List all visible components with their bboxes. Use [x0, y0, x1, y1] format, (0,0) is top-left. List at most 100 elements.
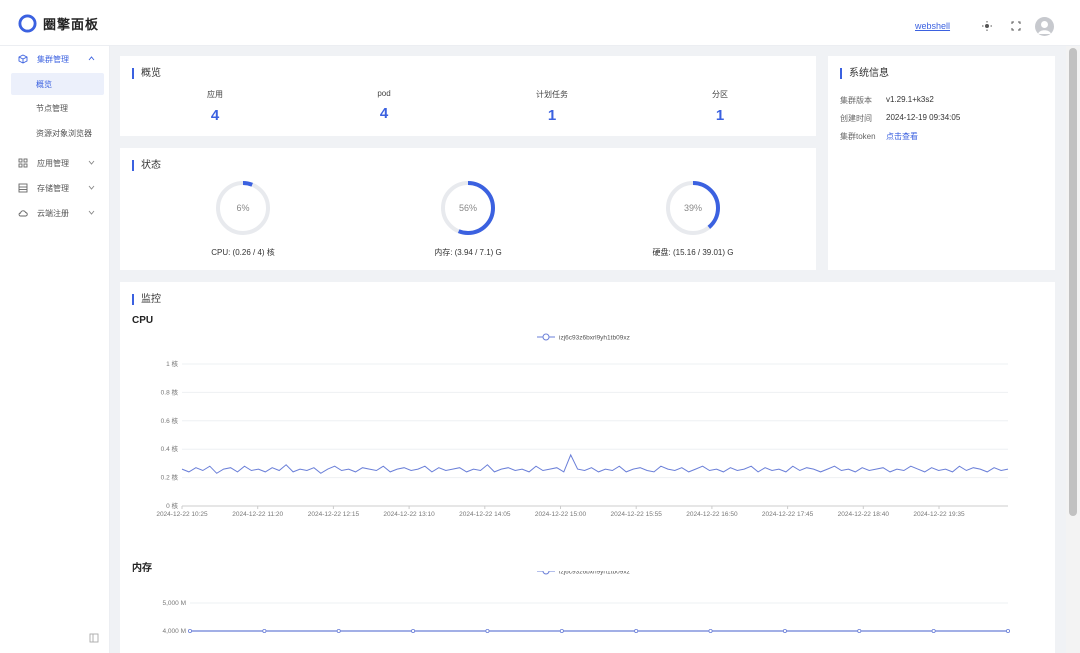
data-point [857, 629, 862, 634]
x-tick-label: 2024-12-22 18:40 [838, 511, 890, 517]
sidebar-group-cloud[interactable]: 云端注册 [11, 202, 104, 224]
gauge-percent: 6% [236, 203, 249, 213]
x-tick-label: 2024-12-22 19:35 [913, 511, 965, 517]
sidebar-item-overview[interactable]: 概览 [11, 73, 104, 95]
version-value: v1.29.1+k3s2 [886, 95, 934, 104]
overview-label: 分区 [712, 90, 728, 99]
data-point [485, 629, 490, 634]
overview-label: 计划任务 [536, 90, 568, 99]
cpu-chart: izj6c93z6bxrl9yh1tb09xz 1 核 0.8 核 0.6 核 0.4 … [156, 333, 1009, 517]
series-line [181, 453, 1009, 474]
y-tick-label: 4,000 M [163, 628, 187, 635]
data-point [262, 629, 267, 634]
y-tick-label: 0.6 核 [161, 416, 179, 425]
overview-label: pod [377, 89, 391, 98]
webshell-link[interactable]: webshell [915, 21, 951, 31]
collapse-sidebar-icon[interactable] [89, 633, 99, 643]
x-tick-label: 2024-12-22 11:20 [232, 511, 283, 517]
overview-item-apps[interactable]: 应用 4 [125, 89, 305, 124]
top-header: 圈擎面板 webshell [0, 0, 1080, 46]
sidebar-group-cluster[interactable]: 集群管理 [11, 48, 104, 70]
overview-value: 4 [379, 105, 389, 122]
sysinfo-token-row: 集群token 点击查看 [840, 131, 918, 142]
overview-label: 应用 [207, 90, 223, 99]
logo-icon [18, 14, 37, 33]
data-point [1006, 629, 1011, 634]
gauge-progress-arc [666, 181, 720, 235]
cube-icon [18, 54, 28, 64]
x-tick-label: 2024-12-22 15:55 [611, 511, 663, 517]
sidebar-group-apps[interactable]: 应用管理 [11, 152, 104, 174]
memory-chart-title: 内存 [132, 563, 152, 574]
theme-toggle-icon[interactable] [981, 20, 993, 32]
sidebar-group-storage[interactable]: 存储管理 [11, 177, 104, 199]
overview-value: 1 [715, 107, 725, 124]
gauge-progress-arc [441, 181, 495, 235]
disk-gauge: 39% [666, 181, 720, 235]
y-tick-label: 0.4 核 [161, 444, 179, 453]
page-scrollbar[interactable] [1066, 46, 1080, 653]
gauge-percent: 56% [459, 203, 477, 213]
y-tick-label: 5,000 M [163, 600, 187, 607]
cpu-chart-title: CPU [132, 315, 154, 326]
gauge-percent: 39% [684, 203, 702, 213]
data-point [559, 629, 564, 634]
memory-chart: izj6c93z6bxrl9yh1tb09xz 5,000 M 4,000 M [163, 571, 1011, 635]
legend-marker [542, 571, 550, 575]
sidebar: 集群管理 概览 节点管理 资源对象浏览器 应用管理 存储管理 云端注册 [0, 46, 110, 653]
data-point [931, 629, 936, 634]
y-tick-label: 1 核 [166, 359, 178, 368]
cpu-caption: CPU: (0.26 / 4) 核 [211, 248, 275, 257]
x-tick-label: 2024-12-22 13:10 [383, 511, 435, 517]
sysinfo-card: 系统信息 集群版本 v1.29.1+k3s2 创建时间 2024-12-19 0… [828, 56, 1055, 270]
sidebar-group-label: 存储管理 [37, 183, 69, 193]
y-tick-label: 0 核 [166, 501, 178, 510]
overview-item-cronjobs[interactable]: 计划任务 1 [462, 89, 642, 124]
token-label: 集群token [840, 132, 876, 141]
created-label: 创建时间 [840, 114, 872, 123]
x-tick-label: 2024-12-22 14:05 [459, 511, 511, 517]
data-point [188, 629, 193, 634]
memory-gauge: 56% [441, 181, 495, 235]
overview-item-pods[interactable]: pod 4 [294, 89, 474, 122]
sidebar-group-label: 集群管理 [37, 54, 69, 64]
y-tick-label: 0.2 核 [161, 473, 179, 482]
sidebar-group-label: 云端注册 [37, 208, 69, 218]
x-tick-label: 2024-12-22 17:45 [762, 511, 814, 517]
memory-caption: 内存: (3.94 / 7.1) G [434, 248, 502, 257]
app-logo[interactable]: 圈擎面板 [18, 14, 99, 33]
status-card: 状态 6% CPU: (0.26 / 4) 核 56% 内存: (3.94 / … [120, 148, 816, 270]
gauge-progress-arc [216, 181, 270, 235]
sysinfo-title: 系统信息 [840, 68, 889, 79]
disk-caption: 硬盘: (15.16 / 39.01) G [652, 248, 734, 257]
user-avatar-icon[interactable] [1035, 17, 1054, 36]
view-token-link[interactable]: 点击查看 [886, 132, 918, 141]
overview-value: 4 [210, 107, 220, 124]
legend-marker [542, 333, 550, 341]
scrollbar-thumb[interactable] [1069, 48, 1077, 516]
sidebar-group-label: 应用管理 [37, 158, 69, 168]
fullscreen-icon[interactable] [1010, 20, 1022, 32]
x-tick-label: 2024-12-22 16:50 [686, 511, 738, 517]
data-point [708, 629, 713, 634]
overview-value: 1 [547, 107, 557, 124]
data-point [411, 629, 416, 634]
data-point [782, 629, 787, 634]
legend-label: izj6c93z6bxrl9yh1tb09xz [559, 571, 630, 576]
chevron-down-icon [88, 185, 95, 190]
x-tick-label: 2024-12-22 10:25 [156, 511, 208, 517]
legend-label: izj6c93z6bxrl9yh1tb09xz [559, 335, 630, 342]
data-point [336, 629, 341, 634]
monitor-title: 监控 [132, 294, 161, 305]
sidebar-item-nodes[interactable]: 节点管理 [36, 103, 68, 113]
cpu-gauge: 6% [216, 181, 270, 235]
storage-icon [18, 183, 28, 193]
overview-item-partitions[interactable]: 分区 1 [630, 89, 810, 124]
sidebar-item-resource-browser[interactable]: 资源对象浏览器 [36, 128, 92, 138]
grid-icon [18, 158, 28, 168]
x-tick-label: 2024-12-22 15:00 [535, 511, 587, 517]
sysinfo-version-row: 集群版本 v1.29.1+k3s2 [840, 95, 934, 106]
created-value: 2024-12-19 09:34:05 [886, 113, 961, 122]
monitor-card: 监控 CPU izj6c93z6bxrl9yh1tb09xz 1 核 0.8 核 0.… [120, 282, 1055, 653]
app-title: 圈擎面板 [43, 17, 100, 32]
